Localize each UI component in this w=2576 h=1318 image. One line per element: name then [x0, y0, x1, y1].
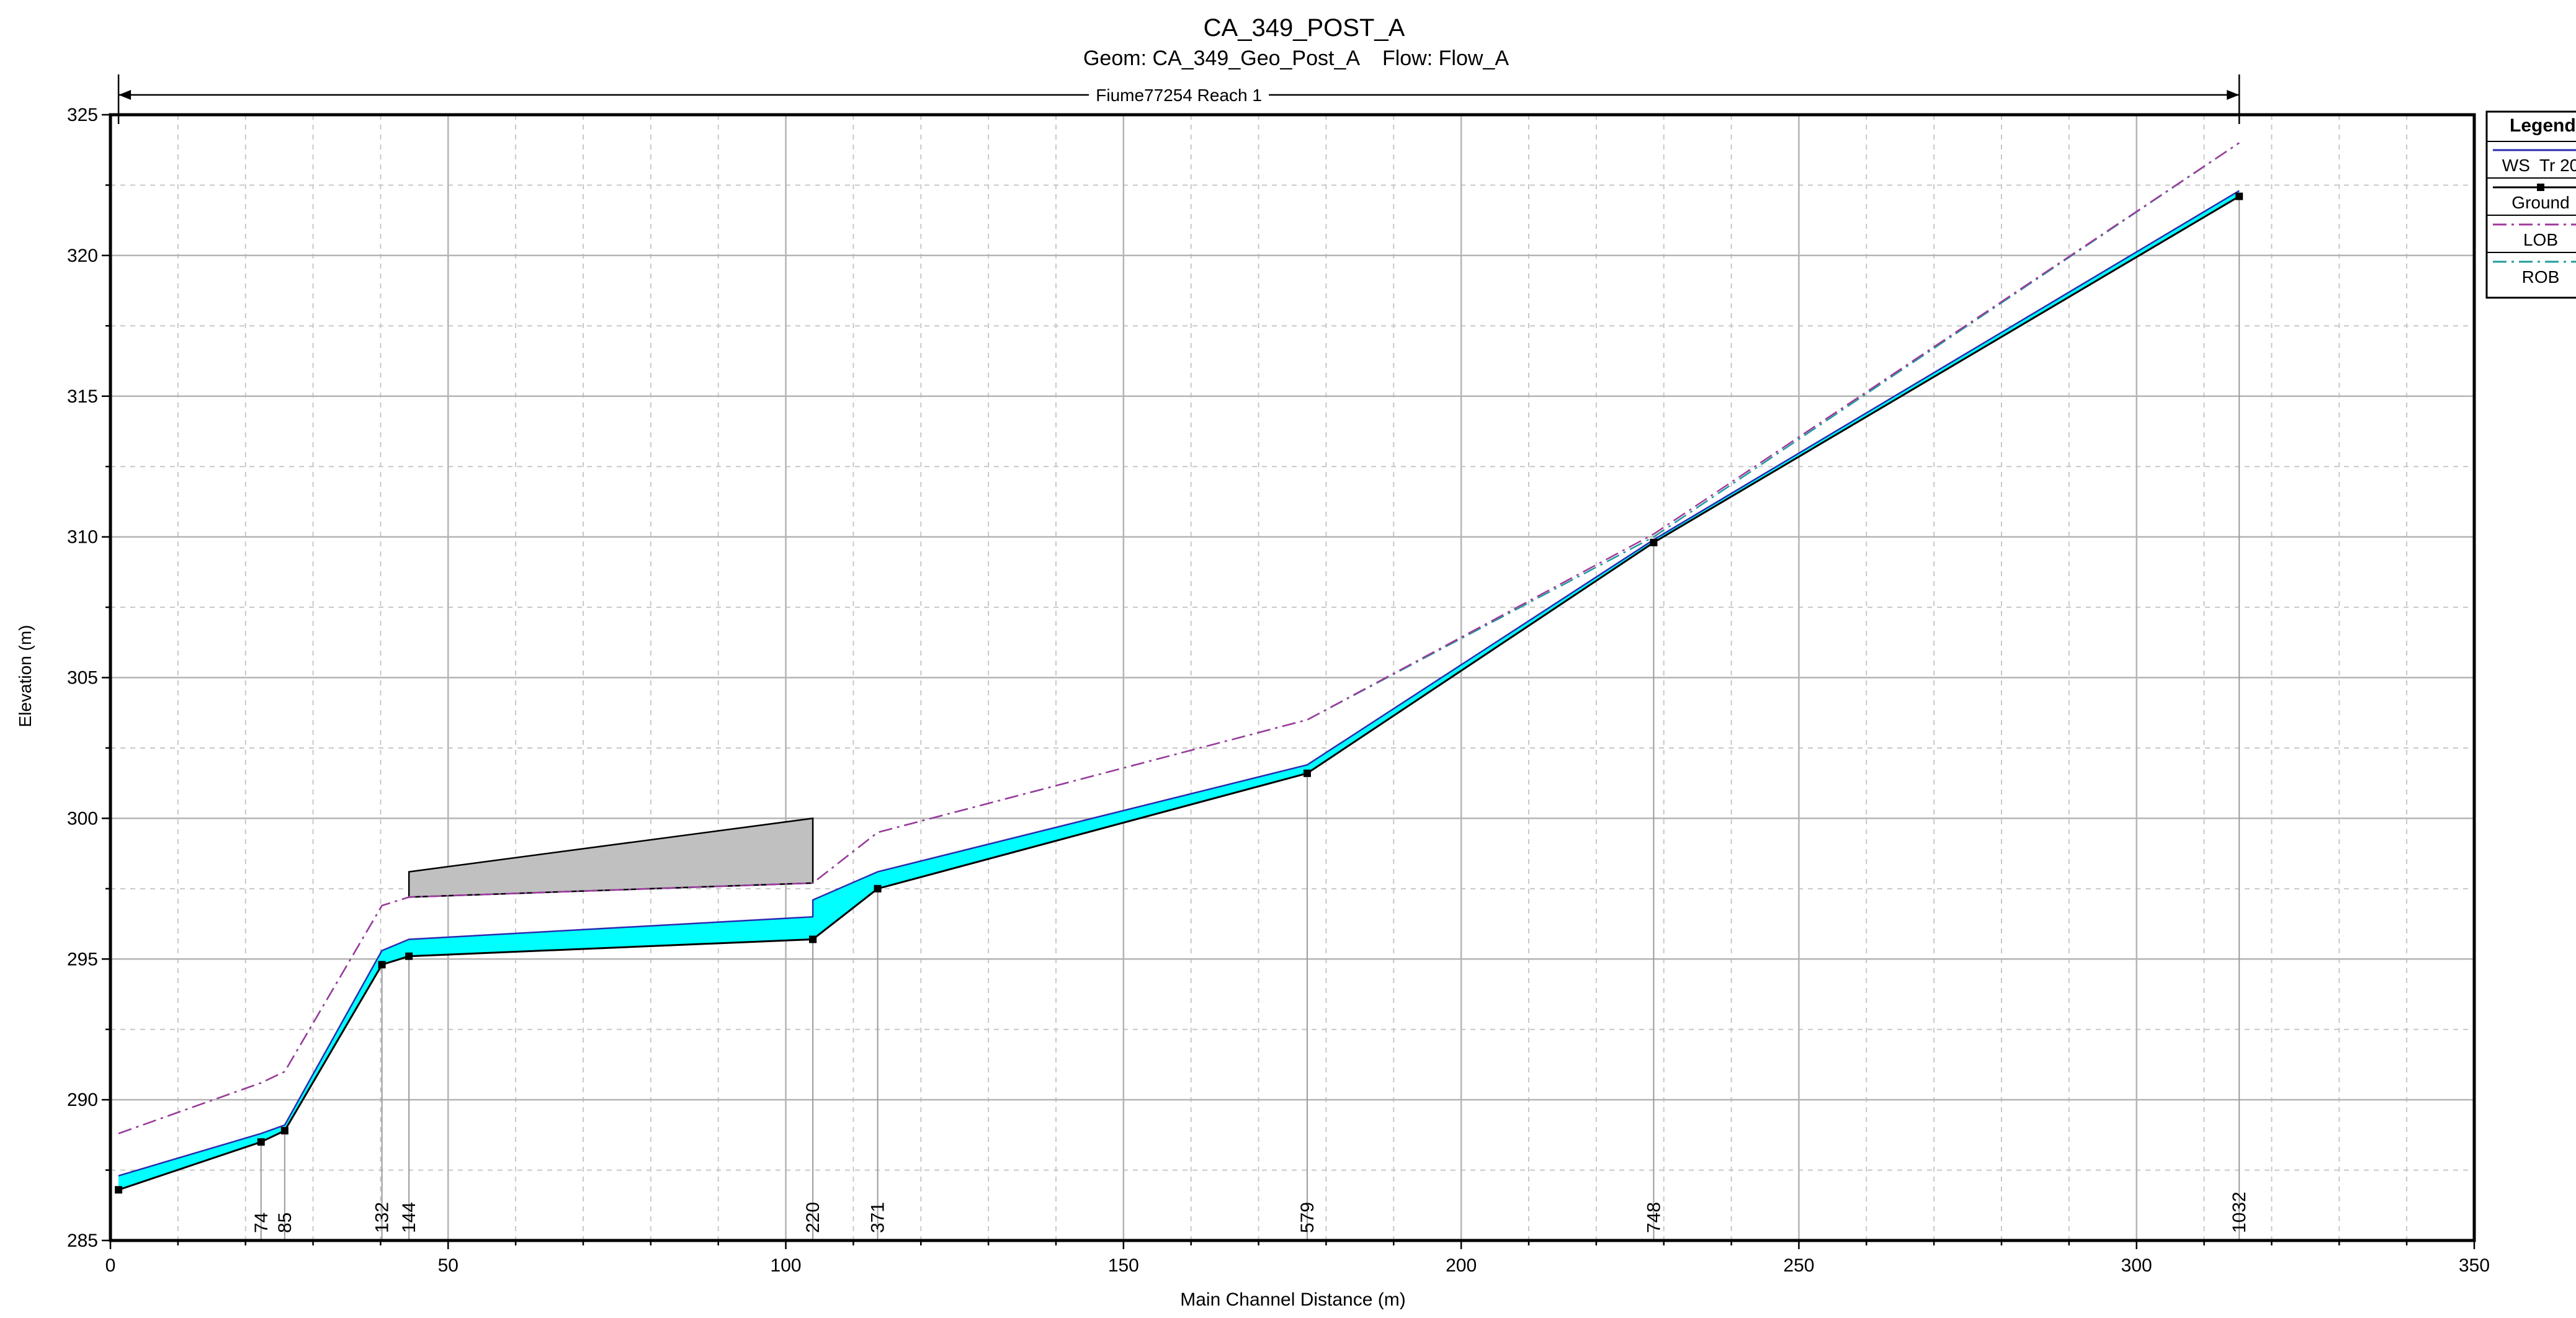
station-label: 371 — [868, 1202, 888, 1233]
reach-arrow-right — [2227, 90, 2240, 100]
minor-grid — [110, 115, 2474, 1240]
x-tick-label: 300 — [2121, 1255, 2152, 1276]
legend-title: Legend — [2510, 115, 2576, 136]
y-axis-label: Elevation (m) — [16, 625, 35, 728]
ground-point — [280, 1127, 288, 1135]
x-tick-label: 250 — [1783, 1255, 1814, 1276]
ground-point — [1303, 769, 1311, 777]
x-axis-label: Main Channel Distance (m) — [1180, 1289, 1405, 1310]
station-label: 748 — [1644, 1202, 1664, 1233]
ground-point — [115, 1186, 123, 1194]
ground-point — [874, 884, 882, 893]
ground-markers — [115, 192, 2243, 1194]
station-label: 74 — [251, 1213, 272, 1233]
water-fill — [119, 190, 2240, 1190]
ground-point — [1650, 538, 1658, 546]
legend-entry-label: ROB — [2522, 267, 2560, 287]
station-label: 1032 — [2229, 1191, 2250, 1233]
y-tick-label: 305 — [67, 668, 98, 688]
ground-point — [378, 961, 386, 969]
x-tick-label: 0 — [105, 1255, 116, 1276]
legend-entry-label: LOB — [2523, 230, 2558, 249]
station-label: 132 — [372, 1202, 393, 1233]
series-line-lob — [118, 142, 2240, 1134]
station-label: 579 — [1297, 1202, 1318, 1233]
axis-ticks — [102, 114, 2475, 1249]
station-label: 220 — [803, 1202, 823, 1233]
y-tick-label: 300 — [67, 808, 98, 829]
y-tick-label: 310 — [67, 527, 98, 548]
x-tick-label: 50 — [438, 1255, 458, 1276]
legend-swatch-marker — [2537, 184, 2544, 191]
chart-subtitle: Geom: CA_349_Geo_Post_A Flow: Flow_A — [1083, 47, 1509, 70]
y-tick-label: 320 — [67, 246, 98, 266]
x-tick-labels: 0 50 100 150 200 250 300 350 — [105, 1255, 2490, 1276]
y-tick-labels: 285 290 295 300 305 310 315 320 325 — [67, 105, 98, 1251]
reach-label: Fiume77254 Reach 1 — [1096, 86, 1262, 105]
y-tick-label: 325 — [67, 105, 98, 125]
y-tick-label: 285 — [67, 1231, 98, 1251]
ground-point — [809, 935, 817, 943]
station-label: 85 — [275, 1213, 295, 1233]
station-lines — [260, 196, 2240, 1240]
y-tick-label: 315 — [67, 386, 98, 407]
y-tick-label: 290 — [67, 1090, 98, 1110]
ground-point — [2235, 192, 2243, 200]
water-layer — [119, 190, 2240, 1190]
x-tick-label: 100 — [771, 1255, 802, 1276]
legend-box — [2485, 110, 2576, 299]
series-line-ground — [118, 195, 2240, 1191]
series-line-ws-tr-20 — [118, 190, 2240, 1177]
ground-point — [257, 1138, 265, 1146]
legend-entry-label: Ground — [2511, 193, 2569, 212]
series-layer — [118, 142, 2240, 1191]
x-tick-label: 150 — [1108, 1255, 1139, 1276]
legend-entry-label: WS Tr 20 — [2502, 156, 2576, 175]
station-labels: 74 85 132 144 220 371 579 748 1032 — [251, 1191, 2250, 1233]
reach-arrow-left — [119, 90, 132, 100]
x-tick-label: 200 — [1446, 1255, 1477, 1276]
x-tick-label: 350 — [2459, 1255, 2490, 1276]
legend: Legend WS Tr 20 Ground LOB ROB — [2485, 110, 2576, 299]
legend-entries: WS Tr 20 Ground LOB ROB — [2487, 149, 2576, 287]
ground-point — [405, 952, 413, 960]
y-tick-label: 295 — [67, 949, 98, 969]
station-label: 144 — [399, 1202, 419, 1233]
reach-indicator: Fiume77254 Reach 1 — [117, 74, 2240, 124]
chart-title: CA_349_POST_A — [1204, 14, 1405, 42]
